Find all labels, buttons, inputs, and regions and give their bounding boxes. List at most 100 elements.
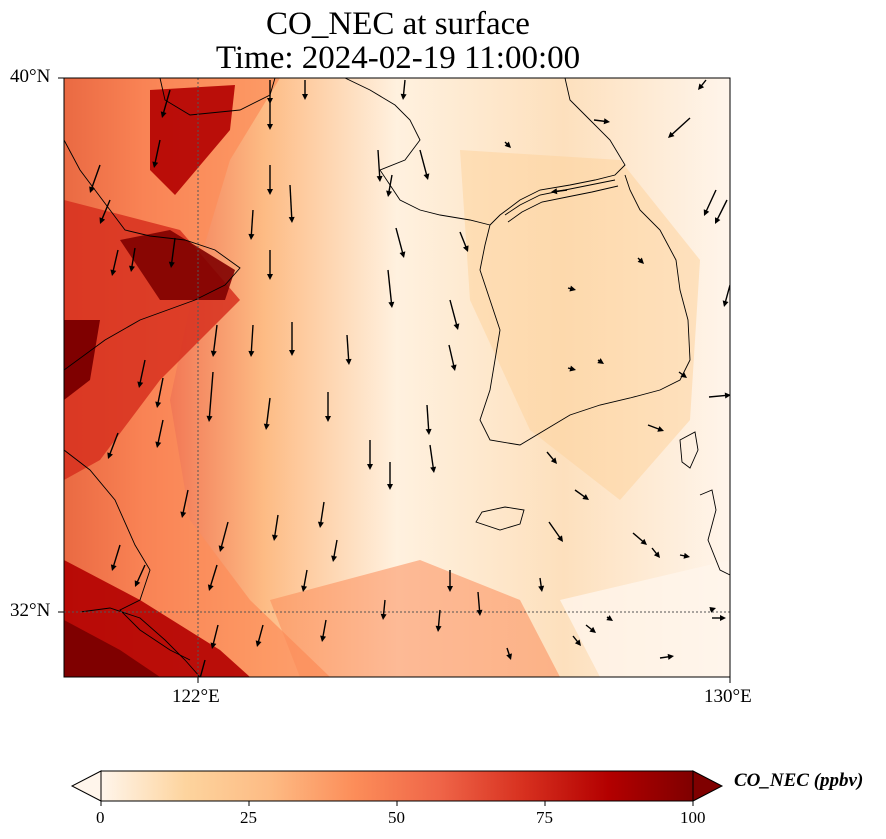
wind-vector-head [506,653,512,660]
wind-vector-head [267,274,273,280]
wind-vector-shaft [333,539,338,559]
wind-vector-shaft [208,371,214,419]
wind-vector-head [386,190,393,197]
wind-vector-head [267,124,273,130]
lat-label-40n: 40°N [10,66,51,87]
wind-vector-shaft [220,521,229,549]
wind-vector-head [450,364,457,371]
wind-vector-shaft [112,249,119,273]
wind-vector-head [640,538,647,545]
wind-vector-head [210,642,217,649]
wind-vector-shaft [100,199,111,221]
wind-vector-shaft [319,501,325,525]
wind-vector-head [597,358,604,364]
wind-vector-head [722,300,729,307]
wind-vector-head [302,94,308,100]
wind-vector-head [218,545,225,552]
wind-vector-head [637,257,644,264]
wind-vector-head [582,494,589,500]
wind-vector-head [271,534,278,541]
wind-vector-shaft [136,564,146,584]
wind-vector-shaft [209,564,218,588]
wind-vector-head [331,555,338,562]
wind-vector-shaft [548,521,562,540]
map-frame [63,77,731,678]
wind-vector-shaft [554,189,568,193]
wind-vector-head [680,372,687,378]
wind-vector-head [110,564,117,571]
wind-vector-head [703,209,710,216]
wind-vector-head [435,625,442,632]
wind-vector-head [376,175,383,182]
wind-vector-head [134,580,141,587]
wind-vector-shaft [170,237,176,265]
wind-vector-head [152,161,159,168]
wind-vector-head [504,141,511,148]
wind-vector-head [557,535,563,542]
wind-vector-head [667,653,674,660]
wind-vector-head [709,607,716,613]
colorbar-tick-50: 50 [388,808,405,827]
wind-vector-shaft [388,174,393,194]
wind-vector-head [569,365,576,372]
wind-vector-shaft [112,544,121,568]
wind-vector-shaft [426,404,430,432]
wind-vector-head [180,511,187,518]
wind-vector-head [367,464,373,470]
wind-vector-shaft [108,432,119,456]
wind-vector-shaft [182,489,189,515]
wind-vector-shaft [157,419,164,445]
wind-vector-shaft [250,324,254,354]
lat-label-32n: 32°N [10,600,51,621]
wind-vector-shaft [250,209,254,237]
wind-vector-head [447,586,453,592]
wind-vector-head [425,428,432,435]
wind-vector-head [715,217,721,224]
wind-vector-head [724,392,730,399]
wind-vector-shaft [459,231,468,249]
wind-vector-head [538,585,545,592]
wind-vector-shaft [322,619,327,639]
colorbar [70,770,724,806]
wind-vector-head [206,415,213,422]
wind-vector-shaft [705,189,717,213]
wind-vector-shaft [448,344,455,368]
wind-vector-head [606,615,613,621]
wind-vector-head [263,423,270,430]
wind-vector-shaft [257,624,264,644]
wind-vector-head [589,626,596,633]
wind-vector-head [248,233,255,240]
wind-vector-head [210,350,217,357]
colorbar-tick-75: 75 [536,808,553,827]
wind-vector-head [317,521,324,528]
wind-vector-shaft [647,424,661,431]
wind-vector-head [603,118,610,125]
wind-vector-head [668,131,675,138]
wind-vector-head [89,186,95,193]
wind-vector-head [301,585,308,592]
wind-vector-head [345,358,352,365]
wind-vector-shaft [387,269,393,305]
wind-vector-head [698,83,705,90]
wind-vector-head [137,381,144,388]
wind-vector-shaft [199,659,206,677]
map-title: CO_NEC at surface [266,6,530,42]
wind-vector-shaft [382,599,386,617]
wind-vector-head [430,466,437,473]
wind-vector-head [657,426,664,432]
wind-vector-shaft [346,334,350,362]
wind-vector-head [476,609,483,616]
wind-vector-head [569,285,576,292]
wind-vector-head [387,484,393,490]
wind-vector-head [462,245,469,252]
wind-vector-head [453,323,460,330]
wind-vector-shaft [449,299,458,327]
wind-vector-shaft [289,184,293,220]
wind-vector-shaft [273,514,279,538]
wind-vector-shaft [437,609,441,629]
wind-vector-shaft [419,149,428,177]
wind-vector-head [550,457,557,464]
lon-label-122e: 122°E [172,686,220,707]
wind-vector-head [155,441,162,448]
